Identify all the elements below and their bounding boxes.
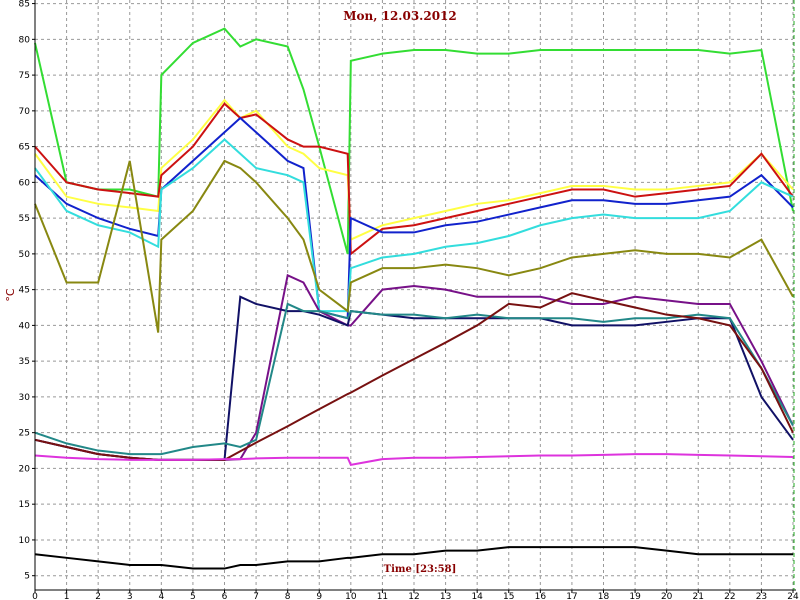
x-tick-label: 7 [253, 592, 259, 600]
y-tick-label: 50 [19, 250, 31, 260]
x-tick-label: 20 [661, 592, 673, 600]
x-tick-label: 5 [190, 592, 196, 600]
series-line [34, 27, 794, 255]
y-tick-label: 45 [19, 286, 30, 296]
x-tick-label: 11 [377, 592, 388, 600]
y-tick-label: 30 [19, 393, 31, 403]
y-tick-label: 75 [19, 71, 30, 81]
x-tick-label: 12 [408, 592, 419, 600]
x-tick-label: 13 [440, 592, 451, 600]
y-tick-label: 15 [19, 500, 30, 510]
y-tick-label: 65 [19, 143, 30, 153]
series-line [34, 102, 794, 256]
y-tick-label: 10 [19, 536, 31, 546]
y-tick-label: 70 [19, 107, 31, 117]
series-line [34, 138, 794, 313]
lines [34, 27, 794, 570]
x-tick-label: 14 [471, 592, 483, 600]
x-tick-label: 23 [756, 592, 767, 600]
x-tick-label: 24 [787, 592, 799, 600]
x-tick-label: 10 [345, 592, 357, 600]
x-tick-label: 9 [316, 592, 322, 600]
series-line [34, 159, 794, 333]
x-tick-label: 4 [158, 592, 164, 600]
x-tick-label: 17 [566, 592, 577, 600]
chart-title: Mon, 12.03.2012 [343, 9, 457, 23]
series-line [34, 546, 793, 570]
series-line [34, 453, 794, 466]
x-tick-label: 22 [724, 592, 735, 600]
x-tick-label: 8 [285, 592, 291, 600]
y-tick-label: 60 [19, 178, 31, 188]
y-tick-label: 55 [19, 214, 30, 224]
x-tick-label: 3 [127, 592, 133, 600]
x-tick-label: 21 [693, 592, 704, 600]
x-tick-label: 16 [535, 592, 547, 600]
y-tick-label: 25 [19, 429, 30, 439]
x-tick-label: 0 [32, 592, 38, 600]
x-tick-label: 15 [503, 592, 514, 600]
y-tick-label: 40 [19, 321, 31, 331]
y-tick-label: 35 [19, 357, 30, 367]
x-tick-label: 18 [598, 592, 610, 600]
x-axis-label: Time [23:58] [384, 564, 457, 575]
y-axis-label: °C [4, 288, 17, 302]
y-tick-label: 5 [24, 572, 30, 582]
series-line [34, 302, 794, 456]
x-tick-label: 2 [95, 592, 101, 600]
y-tick-label: 20 [19, 464, 31, 474]
x-tick-label: 6 [222, 592, 228, 600]
y-tick-label: 85 [19, 0, 30, 10]
x-tick-label: 1 [64, 592, 70, 600]
x-tick-label: 19 [629, 592, 641, 600]
y-tick-label: 80 [19, 35, 31, 45]
